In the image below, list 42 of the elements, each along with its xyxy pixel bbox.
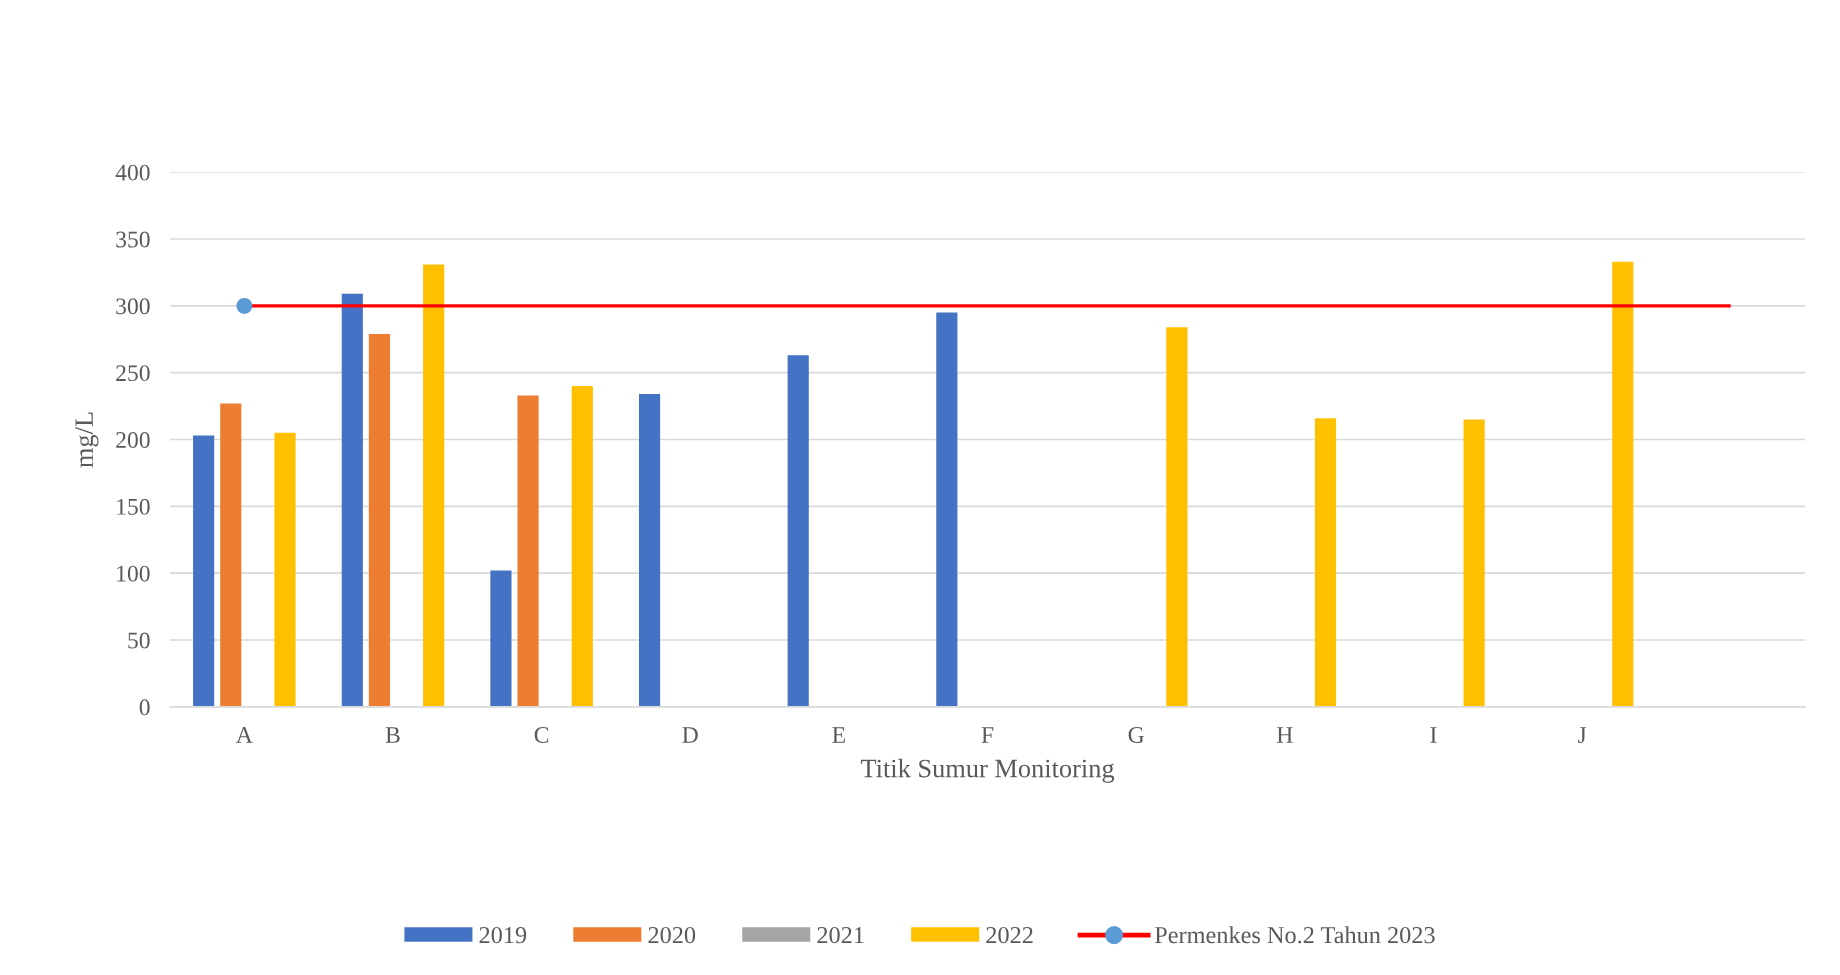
x-axis-title: Titik Sumur Monitoring [860,758,1115,783]
bar [936,312,958,707]
bar [1314,418,1337,707]
bar [638,394,661,707]
legend-label: 2021 [817,926,864,944]
x-tick-label: D [682,727,698,743]
x-tick-label: B [385,727,400,743]
x-tick-label: H [1276,727,1293,743]
bar [571,386,593,707]
x-tick-label: I [1430,727,1437,743]
legend-label: 2020 [648,926,696,944]
y-tick-label: 100 [117,565,150,582]
bar [341,293,363,707]
y-tick-label: 50 [128,632,150,649]
x-tick-label: G [1128,727,1144,743]
bar [1612,261,1634,707]
legend-label: 2022 [986,926,1033,944]
x-tick-label: J [1577,727,1587,743]
y-tick-label: 400 [115,164,150,181]
x-tick-label: A [236,727,253,743]
bar [787,355,809,707]
bar [517,395,539,707]
bar [220,403,242,707]
bar [193,435,215,707]
y-tick-label: 250 [116,365,150,382]
y-tick-label: 200 [116,432,150,448]
y-tick-label: 350 [116,231,150,248]
legend-label: 2019 [479,926,527,944]
bar [1166,327,1188,707]
legend-label: Permenkes No.2 Tahun 2023 [1154,926,1435,944]
y-tick-label: 300 [116,298,150,315]
y-tick-label: 150 [117,498,150,515]
bar [1463,419,1485,707]
y-tick-label: 0 [139,699,150,716]
x-tick-label: F [981,727,994,743]
bar [423,264,445,707]
bar [490,570,512,707]
y-axis-title: mg/L [75,412,99,468]
bar [274,432,296,707]
x-tick-label: E [832,727,845,743]
x-tick-label: C [534,727,549,743]
bar [368,333,390,707]
